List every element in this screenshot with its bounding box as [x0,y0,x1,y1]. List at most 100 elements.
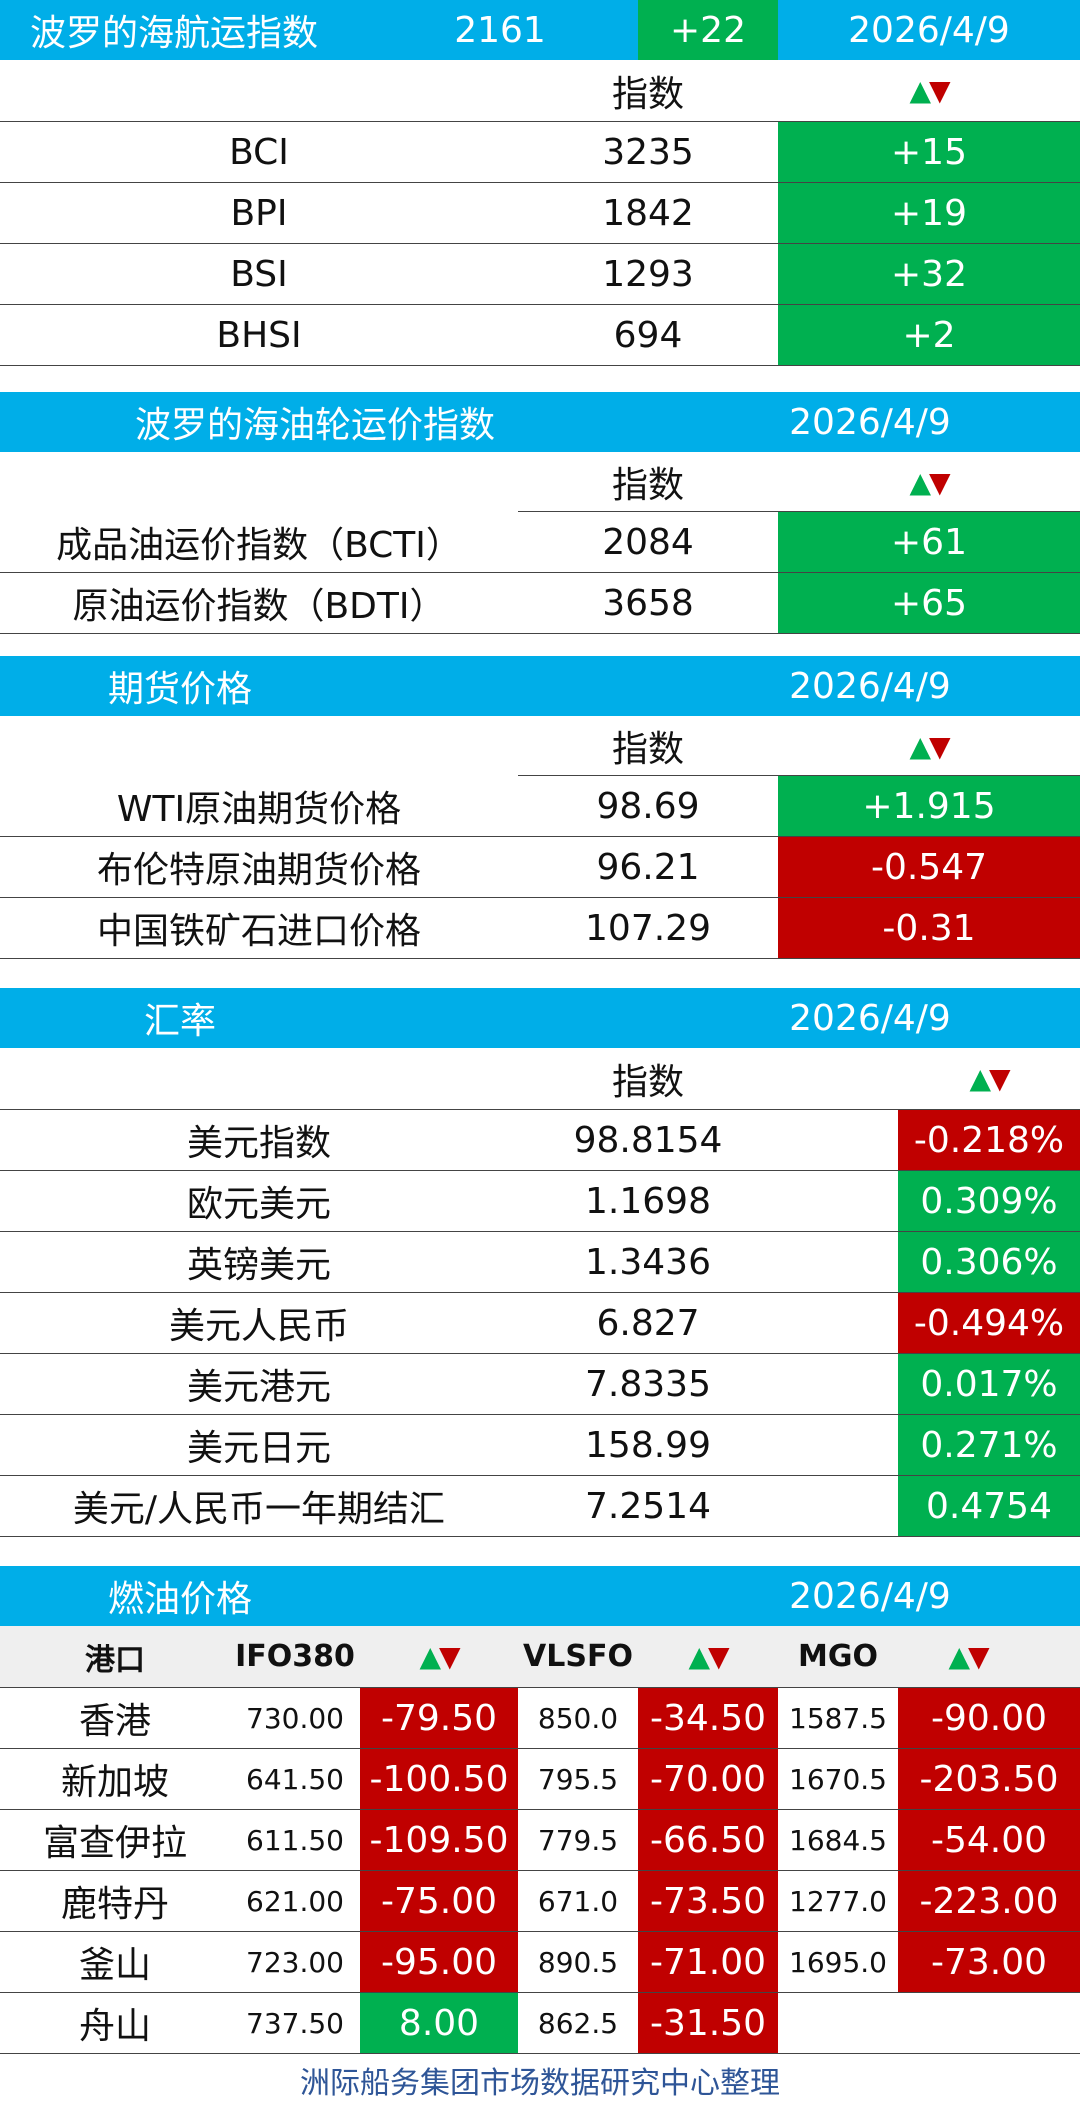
col-index-label: 指数 [611,465,684,506]
row-value: 1842 [602,192,694,234]
vlsfo-change: -66.50 [638,1810,778,1870]
mgo-price: 1587.5 [789,1701,887,1735]
row-change: +19 [778,183,1080,243]
row-name: BCI [229,131,289,173]
row-name: BPI [230,192,288,234]
section-date: 2026/4/9 [789,1575,951,1617]
table-row: 新加坡 641.50 -100.50 795.5 -70.00 1670.5 -203.50 [0,1749,1080,1810]
table-row: BCI 3235 +15 [0,122,1080,183]
column-header-row: 指数 ▲ ▼ [0,716,1080,776]
table-row: WTI原油期货价格 98.69 +1.915 [0,776,1080,837]
up-down-arrows-icon: ▲ ▼ [909,465,950,499]
row-name: 美元/人民币一年期结汇 [72,1489,446,1530]
vlsfo-change: -73.50 [638,1871,778,1931]
ifo-change: 8.00 [360,1993,518,2053]
vlsfo-price: 862.5 [537,2006,619,2040]
row-value: 7.2514 [585,1485,711,1527]
row-value: 3658 [602,582,694,624]
row-name: BHSI [216,314,302,356]
row-name: WTI原油期货价格 [116,789,402,830]
row-value: 1293 [602,253,694,295]
row-name: 英镑美元 [186,1245,331,1286]
table-row: 香港 730.00 -79.50 850.0 -34.50 1587.5 -90.00 [0,1688,1080,1749]
ifo-price: 737.50 [246,2006,344,2040]
ifo-price: 730.00 [246,1701,344,1735]
row-name: 美元港元 [186,1367,331,1408]
section-date: 2026/4/9 [789,665,951,707]
mgo-price: 1277.0 [789,1884,887,1918]
row-value: 98.69 [596,785,700,827]
column-header-row: 指数 ▲ ▼ [0,452,1080,512]
row-change: 0.271% [898,1415,1080,1475]
col-index-label: 指数 [611,729,684,770]
mgo-change: -90.00 [898,1688,1080,1748]
mgo-price: 1670.5 [789,1762,887,1796]
mgo-price: 1684.5 [789,1823,887,1857]
ifo-change: -100.50 [360,1749,518,1809]
table-row: 美元/人民币一年期结汇 7.2514 0.4754 [0,1476,1080,1537]
vlsfo-price: 671.0 [537,1884,619,1918]
table-row: 釜山 723.00 -95.00 890.5 -71.00 1695.0 -73.00 [0,1932,1080,1993]
row-name: BSI [230,253,288,295]
tanker-header: 波罗的海油轮运价指数 2026/4/9 [0,392,1080,452]
mgo-change: -203.50 [898,1749,1080,1809]
ifo-change: -95.00 [360,1932,518,1992]
port-name: 富查伊拉 [42,1823,187,1864]
port-name: 鹿特丹 [60,1884,169,1925]
table-row: 鹿特丹 621.00 -75.00 671.0 -73.50 1277.0 -223.00 [0,1871,1080,1932]
row-change: +1.915 [778,776,1080,836]
row-change: -0.494% [898,1293,1080,1353]
table-row: 原油运价指数（BDTI） 3658 +65 [0,573,1080,634]
ifo-price: 641.50 [246,1762,344,1796]
ifo-price: 723.00 [246,1945,344,1979]
mgo-price: 1695.0 [789,1945,887,1979]
table-row: BHSI 694 +2 [0,305,1080,366]
up-down-arrows-icon: ▲ ▼ [419,1640,460,1673]
row-value: 6.827 [596,1302,700,1344]
col-port-label: 港口 [85,1642,145,1678]
col-index-label: 指数 [611,73,684,115]
row-change: 0.306% [898,1232,1080,1292]
up-down-arrows-icon: ▲ ▼ [948,1640,989,1673]
fx-header: 汇率 2026/4/9 [0,988,1080,1048]
row-change: -0.547 [778,837,1080,897]
table-row: BSI 1293 +32 [0,244,1080,305]
row-name: 中国铁矿石进口价格 [96,911,421,952]
col-mgo-label: MGO [798,1639,878,1674]
vlsfo-change: -70.00 [638,1749,778,1809]
row-name: 布伦特原油期货价格 [96,850,421,891]
up-down-arrows-icon: ▲ ▼ [909,74,950,107]
table-row: 富查伊拉 611.50 -109.50 779.5 -66.50 1684.5 -54.00 [0,1810,1080,1871]
row-value: 158.99 [585,1424,711,1466]
section-date: 2026/4/9 [789,997,951,1039]
row-change: +15 [778,122,1080,182]
row-change: +65 [778,573,1080,633]
up-down-arrows-icon: ▲ ▼ [688,1640,729,1673]
row-change: 0.4754 [898,1476,1080,1536]
table-row: 英镑美元 1.3436 0.306% [0,1232,1080,1293]
row-change: +61 [778,512,1080,572]
row-value: 3235 [602,131,694,173]
vlsfo-change: -34.50 [638,1688,778,1748]
row-name: 美元人民币 [168,1306,349,1347]
col-ifo-label: IFO380 [235,1639,355,1674]
table-row: 美元指数 98.8154 -0.218% [0,1110,1080,1171]
section-date: 2026/4/9 [848,9,1010,51]
table-row: 美元港元 7.8335 0.017% [0,1354,1080,1415]
column-header-row: 指数 ▲ ▼ [0,60,1080,122]
mgo-change: -54.00 [898,1810,1080,1870]
vlsfo-price: 779.5 [537,1823,619,1857]
row-value: 1.3436 [585,1241,711,1283]
col-index-label: 指数 [611,1061,684,1103]
table-row: 成品油运价指数（BCTI） 2084 +61 [0,512,1080,573]
port-name: 新加坡 [60,1762,169,1803]
row-value: 694 [613,314,683,356]
section-date: 2026/4/9 [789,401,951,443]
ifo-change: -109.50 [360,1810,518,1870]
table-row: BPI 1842 +19 [0,183,1080,244]
row-change: 0.309% [898,1171,1080,1231]
table-row: 美元日元 158.99 0.271% [0,1415,1080,1476]
row-name: 美元指数 [186,1123,331,1164]
row-value: 98.8154 [573,1119,723,1161]
futures-header: 期货价格 2026/4/9 [0,656,1080,716]
